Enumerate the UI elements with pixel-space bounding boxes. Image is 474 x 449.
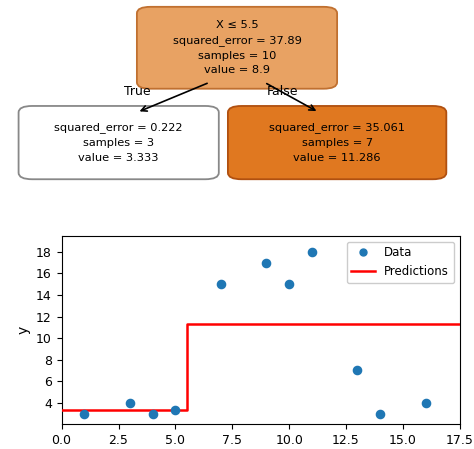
Text: True: True: [124, 85, 150, 98]
Y-axis label: y: y: [17, 326, 30, 334]
Point: [308, 248, 316, 255]
Point: [263, 259, 270, 266]
Point: [149, 410, 156, 417]
Text: squared_error = 35.061
samples = 7
value = 11.286: squared_error = 35.061 samples = 7 value…: [269, 122, 405, 163]
FancyBboxPatch shape: [228, 106, 447, 179]
Point: [217, 281, 225, 288]
Text: False: False: [267, 85, 298, 98]
Text: X ≤ 5.5
squared_error = 37.89
samples = 10
value = 8.9: X ≤ 5.5 squared_error = 37.89 samples = …: [173, 20, 301, 75]
FancyBboxPatch shape: [137, 7, 337, 89]
Point: [81, 410, 88, 417]
Point: [354, 367, 361, 374]
Point: [376, 410, 384, 417]
FancyBboxPatch shape: [18, 106, 219, 179]
Point: [172, 406, 179, 414]
Point: [285, 281, 293, 288]
Point: [126, 399, 134, 406]
Point: [422, 399, 429, 406]
Text: squared_error = 0.222
samples = 3
value = 3.333: squared_error = 0.222 samples = 3 value …: [55, 122, 183, 163]
Legend: Data, Predictions: Data, Predictions: [346, 242, 454, 283]
